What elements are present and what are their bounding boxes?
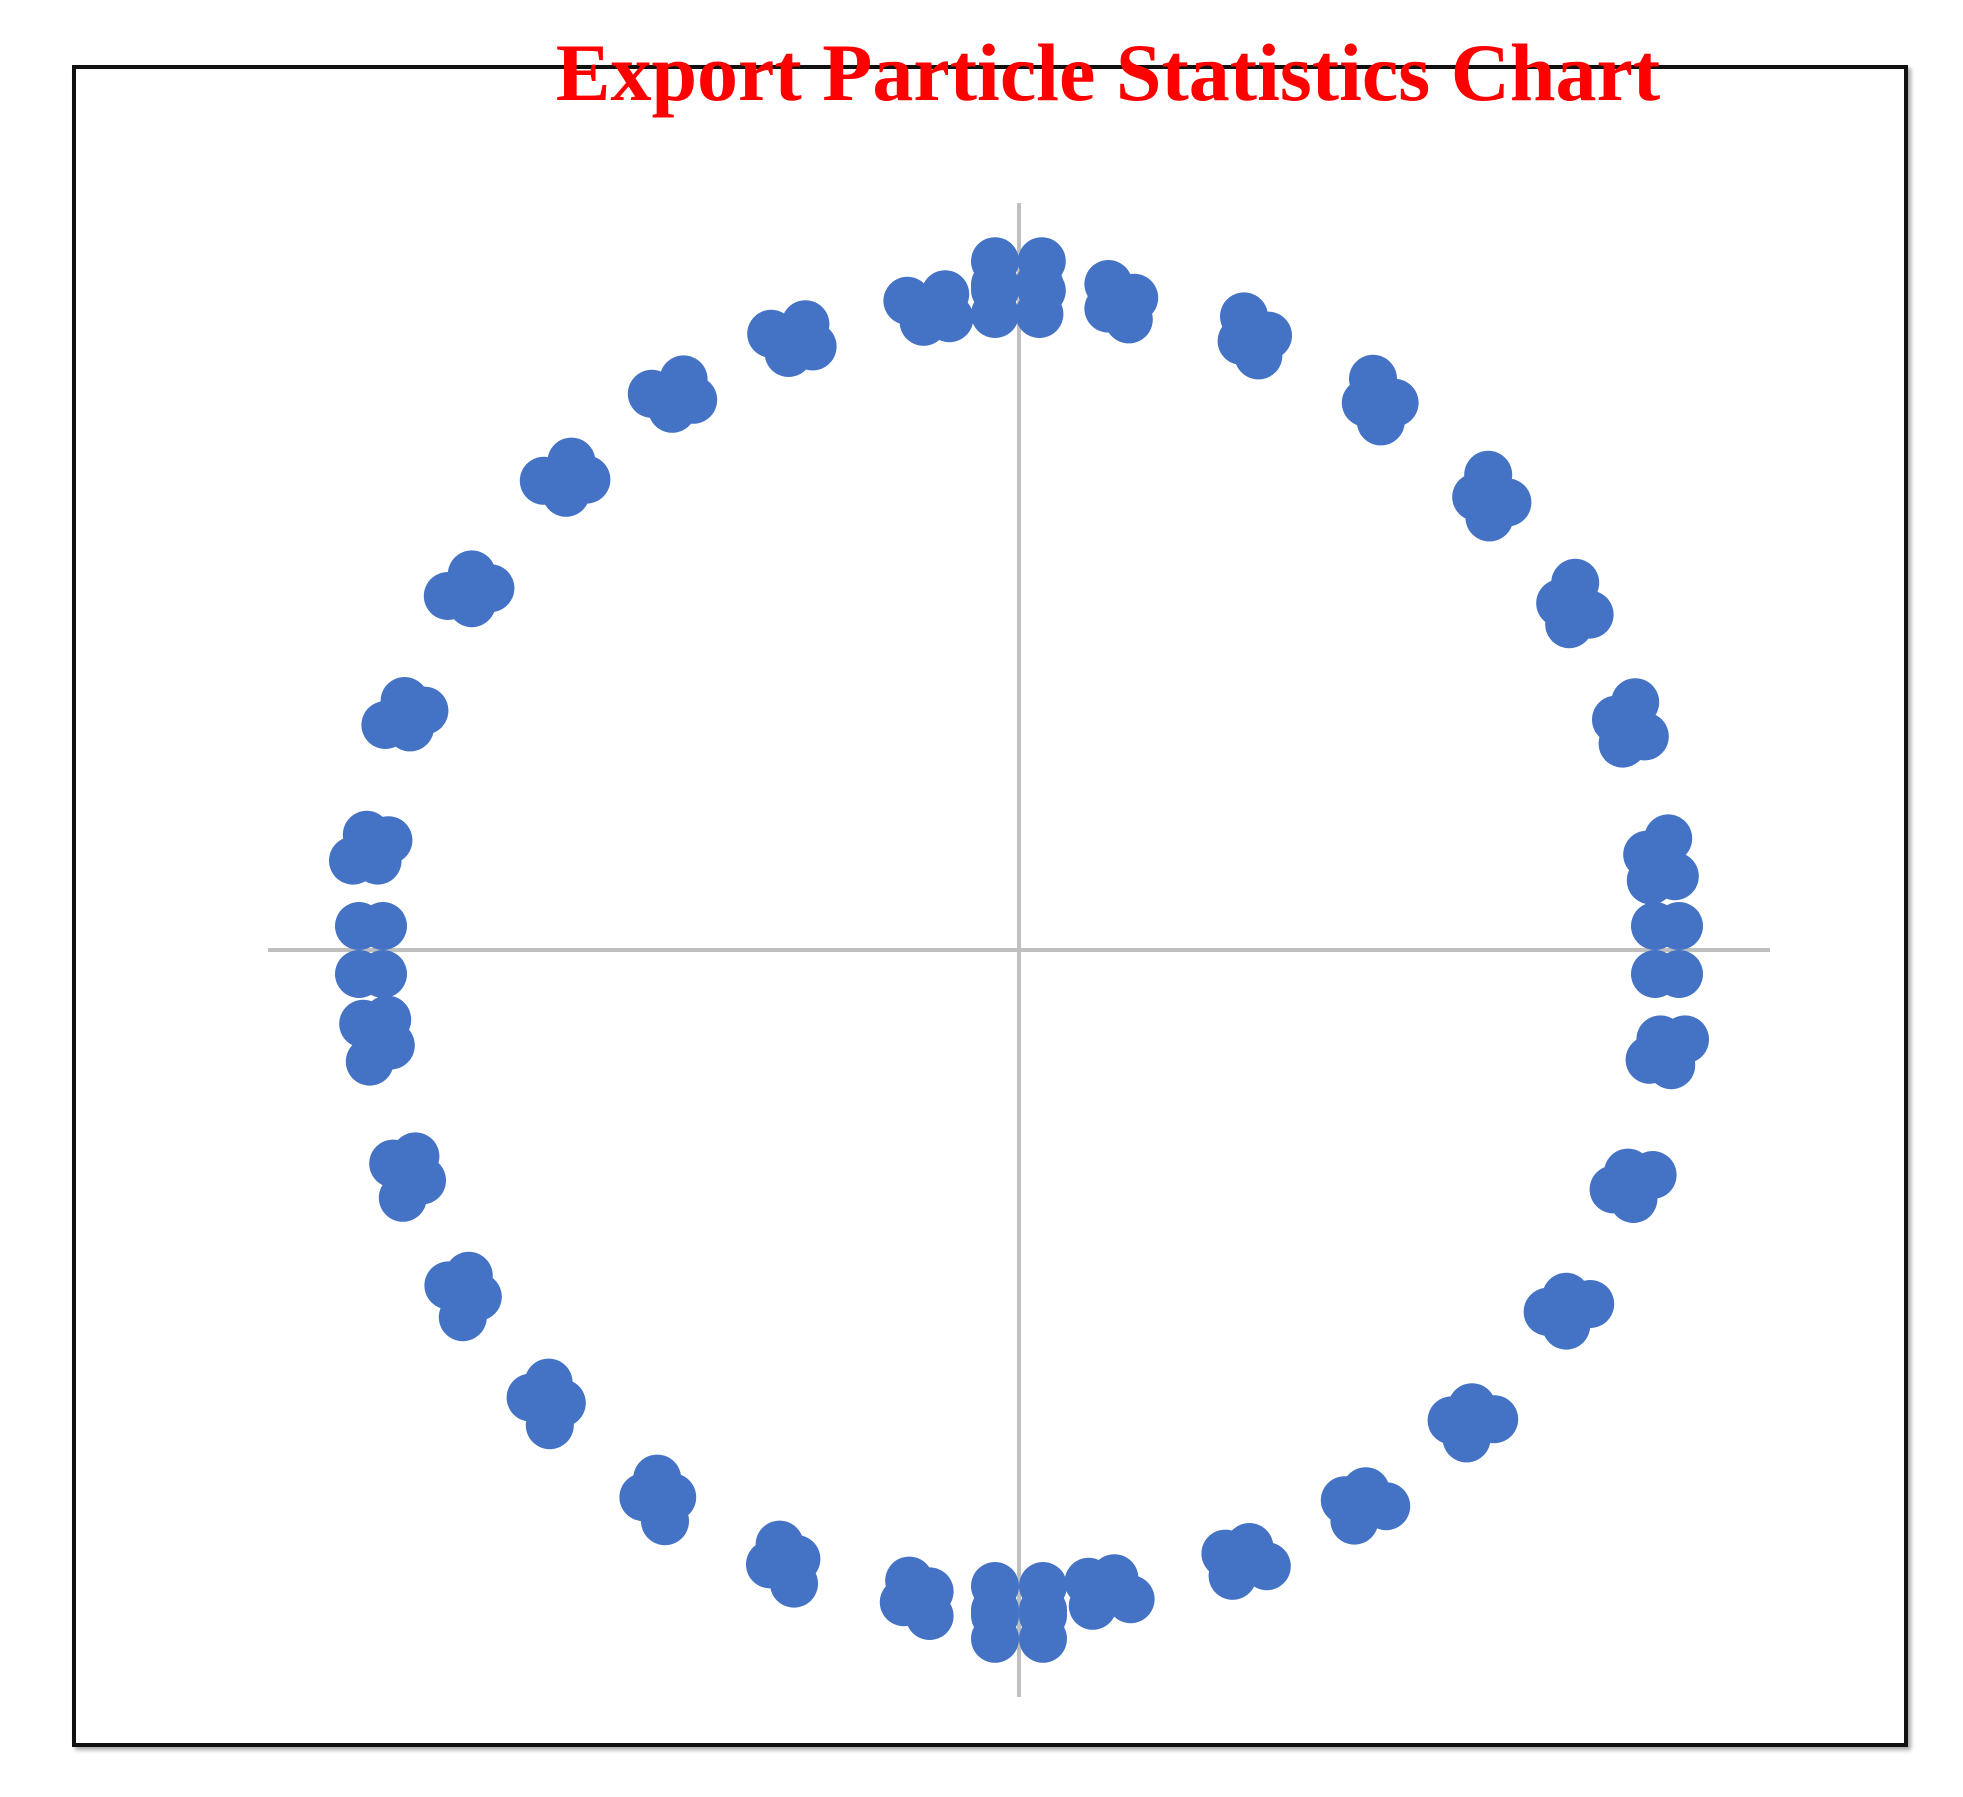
data-point [772,1535,821,1583]
data-point [453,1272,502,1321]
data-point [359,950,407,998]
data-point [359,902,407,950]
data-point [1217,317,1266,365]
data-point [1015,260,1064,309]
data-point [353,836,402,885]
data-point [1341,378,1390,427]
data-point [1631,902,1679,950]
data-point [1604,1148,1652,1197]
data-point [899,297,948,346]
data-point [398,1156,446,1205]
data-point [648,384,697,433]
data-point [905,1567,954,1616]
data-point [1592,695,1640,744]
data-point [1090,1554,1139,1603]
data-point [366,1021,415,1070]
data-point [1452,473,1501,521]
data-point [1636,1015,1685,1064]
data-point [648,1473,697,1522]
data-point [1542,1272,1591,1321]
data-point [537,1379,586,1427]
data-point [1341,1467,1390,1516]
axes [268,203,1770,1697]
data-point [764,329,813,377]
data-point [1225,1523,1274,1571]
data-point [971,260,1019,309]
data-point [1536,579,1585,628]
data-point [1019,1591,1067,1640]
data-point [971,1591,1019,1640]
chart-title: Export Particle Statistics Chart [555,27,1661,118]
data-point [447,579,496,628]
data-point [1631,950,1679,998]
data-point [542,468,590,517]
data-point [1448,1383,1496,1432]
data-points [329,237,1709,1663]
data-point [1623,830,1672,879]
data-point [386,703,434,752]
data-point [1084,284,1133,333]
